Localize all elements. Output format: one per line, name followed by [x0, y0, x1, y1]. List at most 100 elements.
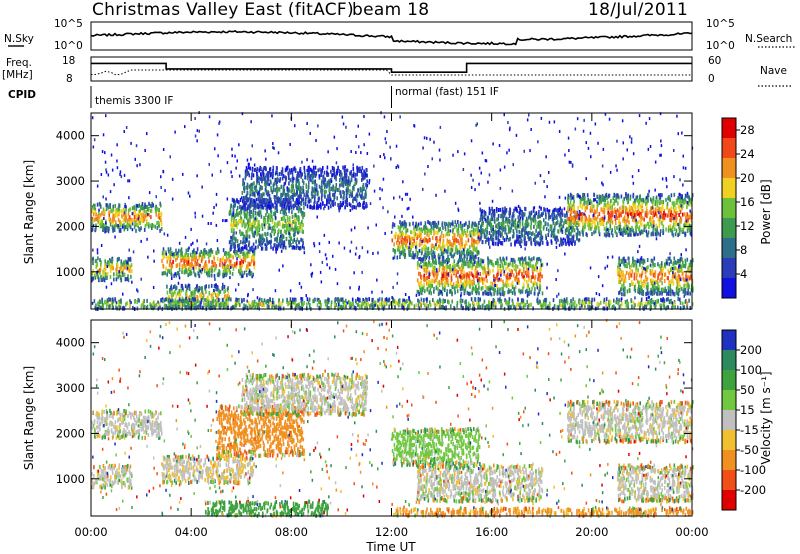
data-cell: [289, 227, 292, 232]
data-cell: [539, 282, 541, 287]
data-cell: [245, 222, 248, 227]
data-cell: [466, 262, 469, 267]
data-cell: [187, 273, 189, 278]
data-cell: [174, 298, 177, 303]
data-cell: [143, 209, 146, 214]
data-cell: [302, 241, 304, 245]
data-cell: [249, 262, 252, 267]
data-cell: [457, 231, 460, 235]
data-cell: [185, 269, 187, 274]
data-cell: [425, 267, 428, 272]
data-cell: [462, 275, 464, 280]
data-cell: [475, 247, 477, 252]
data-cell: [529, 263, 531, 268]
data-cell: [137, 213, 139, 218]
data-cell: [233, 236, 235, 241]
data-cell: [477, 225, 480, 230]
data-cell: [251, 199, 254, 204]
data-cell: [526, 223, 529, 228]
data-cell: [108, 216, 110, 221]
data-cell: [527, 278, 530, 283]
data-cell: [128, 268, 130, 273]
data-cell: [223, 252, 226, 256]
data-cell: [251, 192, 254, 196]
data-cell: [246, 264, 248, 269]
data-cell: [397, 247, 399, 252]
data-cell: [477, 261, 480, 266]
data-cell: [641, 216, 644, 221]
data-cell: [424, 248, 426, 253]
data-cell: [230, 217, 233, 222]
data-cell: [118, 203, 121, 208]
data-cell: [361, 172, 364, 177]
data-cell: [245, 229, 248, 234]
data-cell: [287, 231, 290, 235]
data-cell: [213, 290, 215, 295]
data-cell: [401, 243, 404, 248]
data-cell: [208, 271, 210, 276]
data-cell: [538, 275, 540, 280]
data-cell: [200, 270, 203, 275]
data-cell: [571, 228, 574, 233]
data-cell: [619, 206, 621, 211]
data-cell: [428, 275, 430, 279]
date-title: 18/Jul/2011: [588, 0, 688, 20]
data-cell: [117, 217, 120, 222]
data-cell: [609, 216, 611, 221]
data-cell: [121, 214, 123, 219]
data-cell: [94, 208, 97, 213]
data-cell: [111, 266, 114, 271]
data-cell: [99, 268, 101, 273]
data-cell: [449, 265, 451, 269]
data-cell: [243, 239, 245, 244]
data-cell: [446, 242, 448, 247]
data-cell: [487, 287, 490, 292]
data-cell: [442, 280, 444, 285]
data-cell: [451, 248, 454, 253]
data-cell: [518, 212, 521, 217]
data-cell: [234, 213, 237, 218]
data-cell: [418, 243, 421, 248]
data-cell: [420, 221, 422, 226]
data-cell: [362, 204, 364, 209]
data-cell: [170, 285, 172, 290]
data-cell: [526, 232, 529, 237]
data-cell: [297, 194, 299, 199]
data-cell: [145, 210, 148, 214]
data-cell: [240, 274, 243, 279]
data-cell: [461, 267, 464, 272]
data-cell: [325, 183, 328, 188]
data-cell: [514, 225, 517, 230]
data-cell: [417, 251, 419, 256]
data-cell: [497, 278, 499, 283]
data-cell: [323, 180, 326, 185]
data-cell: [393, 255, 396, 260]
data-cell: [213, 273, 216, 278]
data-cell: [164, 250, 166, 255]
data-cell: [572, 225, 574, 230]
data-cell: [151, 201, 153, 206]
data-cell: [621, 205, 624, 210]
data-cell: [534, 287, 536, 292]
data-cell: [521, 256, 523, 261]
data-cell: [182, 265, 185, 270]
data-cell: [513, 231, 515, 236]
data-cell: [689, 231, 692, 236]
data-cell: [95, 223, 97, 228]
data-cell: [535, 234, 538, 239]
data-cell: [678, 224, 680, 229]
data-cell: [416, 265, 419, 270]
data-cell: [199, 252, 201, 257]
data-cell: [256, 204, 259, 209]
data-cell: [296, 237, 299, 242]
data-cell: [441, 247, 444, 252]
data-cell: [113, 228, 116, 232]
data-cell: [486, 291, 489, 296]
data-cell: [127, 212, 130, 217]
data-cell: [216, 250, 218, 255]
data-cell: [468, 261, 470, 265]
data-cell: [469, 258, 471, 263]
data-cell: [356, 202, 359, 207]
data-cell: [243, 234, 246, 239]
data-cell: [594, 229, 597, 234]
